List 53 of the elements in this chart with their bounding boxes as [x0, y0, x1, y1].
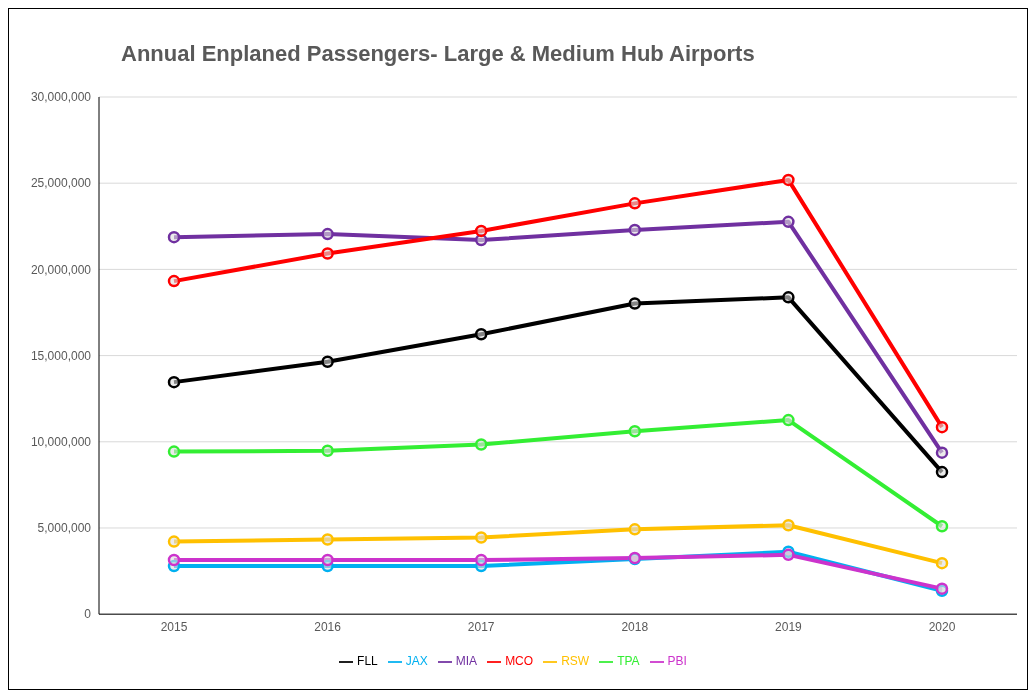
y-tick-label: 20,000,000: [30, 262, 92, 277]
point: [321, 227, 334, 241]
y-tick-label: 30,000,000: [30, 90, 92, 105]
point: [628, 425, 642, 438]
y-tick-label: 15,000,000: [30, 348, 92, 363]
point: [782, 291, 795, 304]
point: [782, 173, 795, 187]
point: [935, 520, 949, 533]
point: [321, 247, 334, 260]
x-tick-label: 2015: [160, 619, 188, 634]
y-tick-label: 25,000,000: [30, 176, 92, 191]
legend-label: MIA: [455, 654, 478, 669]
point: [167, 553, 181, 567]
legend-label: JAX: [405, 654, 428, 669]
point: [167, 274, 181, 288]
point: [628, 297, 642, 310]
point: [782, 518, 795, 532]
point: [935, 465, 949, 479]
x-tick-label: 2019: [775, 619, 803, 634]
y-tick-label: 10,000,000: [30, 435, 92, 450]
point: [474, 531, 488, 544]
point: [321, 444, 334, 457]
point: [474, 553, 488, 567]
chart-title: Annual Enplaned Passengers- Large & Medium Hub Airports: [121, 41, 755, 67]
point: [782, 413, 795, 427]
x-tick-label: 2016: [314, 619, 342, 634]
point: [628, 523, 642, 536]
point: [935, 420, 949, 434]
point: [474, 327, 488, 341]
x-tick-label: 2017: [467, 619, 495, 634]
point: [474, 224, 488, 238]
point: [628, 223, 642, 237]
legend-label: FLL: [357, 654, 378, 669]
point: [167, 375, 181, 389]
point: [167, 445, 181, 458]
point: [782, 215, 795, 229]
point: [628, 197, 642, 210]
point: [167, 535, 181, 548]
legend-label: RSW: [561, 654, 590, 669]
y-tick-label: 5,000,000: [37, 521, 92, 536]
point: [321, 533, 334, 546]
legend-label: PBI: [667, 654, 687, 669]
point: [935, 556, 949, 570]
point: [935, 446, 949, 459]
point: [321, 355, 334, 369]
point: [321, 553, 334, 567]
legend-label: MCO: [505, 654, 534, 669]
x-tick-label: 2018: [621, 619, 649, 634]
point: [167, 230, 181, 244]
x-tick-label: 2020: [928, 619, 956, 634]
legend-label: TPA: [617, 654, 640, 669]
y-tick-label: 0: [84, 607, 92, 622]
point: [474, 438, 488, 451]
